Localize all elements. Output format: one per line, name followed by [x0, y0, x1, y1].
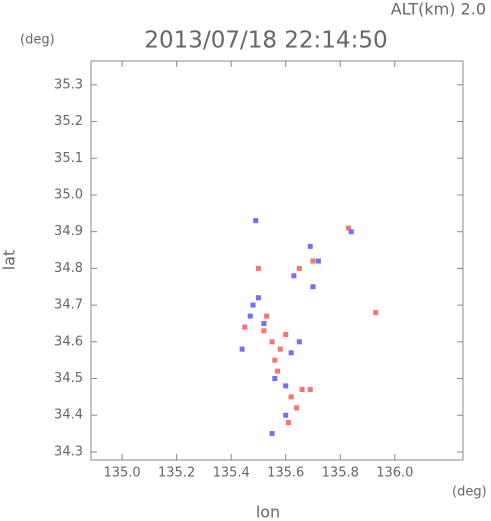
chart-title: 2013/07/18 22:14:50 [144, 28, 387, 54]
point [269, 431, 275, 437]
point [315, 258, 321, 264]
point [269, 339, 275, 345]
y-tick-label: 34.8 [54, 261, 83, 276]
x-tick-label: 135.8 [322, 466, 359, 481]
y-tick-label: 34.7 [54, 298, 83, 313]
x-unit: (deg) [452, 485, 487, 500]
y-tick-label: 35.1 [54, 151, 83, 166]
x-tick-label: 136.0 [376, 466, 413, 481]
x-axis-label: lon [256, 503, 280, 521]
point [250, 302, 256, 308]
point [261, 328, 267, 334]
point [310, 258, 316, 264]
point [275, 368, 281, 374]
point [242, 324, 248, 330]
point [373, 309, 379, 315]
y-tick-label: 34.6 [54, 334, 83, 349]
point [255, 295, 261, 301]
y-tick-label: 35.2 [54, 114, 83, 129]
point [264, 313, 270, 319]
point [283, 383, 289, 389]
point [307, 387, 313, 393]
point [291, 273, 297, 279]
subtitle: ALT(km) 2.0 [391, 0, 486, 19]
y-axis-label: lat [0, 250, 19, 271]
point [345, 225, 351, 231]
point [288, 394, 294, 400]
plot-frame [90, 60, 464, 461]
point [288, 350, 294, 356]
y-tick-label: 35.0 [54, 187, 83, 202]
point [277, 346, 283, 352]
point [348, 229, 354, 235]
point [239, 346, 245, 352]
x-tick-label: 135.2 [158, 466, 195, 481]
y-tick-label: 34.4 [54, 408, 83, 423]
y-tick-label: 34.5 [54, 371, 83, 386]
point [296, 339, 302, 345]
point [310, 284, 316, 290]
point [253, 218, 259, 224]
point [272, 357, 278, 363]
y-unit: (deg) [20, 33, 55, 48]
point [247, 313, 253, 319]
x-tick-label: 135.6 [267, 466, 304, 481]
point [294, 405, 300, 411]
y-tick-label: 34.9 [54, 224, 83, 239]
x-tick-label: 135.4 [213, 466, 250, 481]
point [299, 387, 305, 393]
point [296, 265, 302, 271]
point [283, 331, 289, 337]
y-tick-label: 34.3 [54, 444, 83, 459]
y-tick-label: 35.3 [54, 77, 83, 92]
point [261, 320, 267, 326]
point [255, 265, 261, 271]
point [285, 420, 291, 426]
x-tick-label: 135.0 [103, 466, 140, 481]
point [283, 412, 289, 418]
point [307, 243, 313, 249]
point [272, 376, 278, 382]
